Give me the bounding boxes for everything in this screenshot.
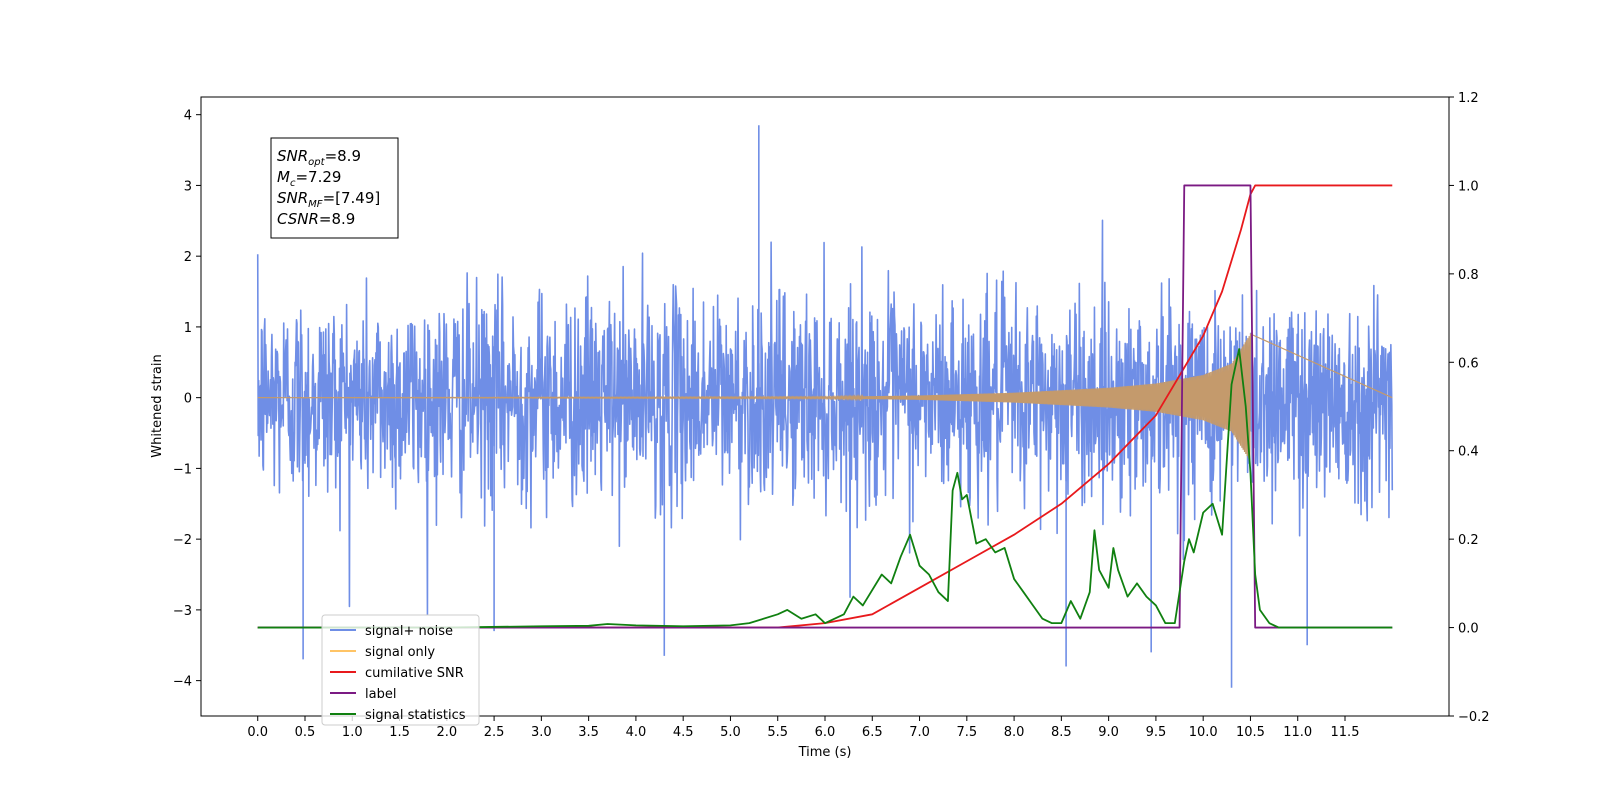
x-tick-label: 11.0	[1283, 725, 1312, 740]
series-signal-only	[257, 333, 1393, 461]
y-tick-label-left: −3	[173, 604, 192, 619]
series-signal-statistics	[257, 348, 1393, 629]
annotation-line: SNRMF=[7.49]	[277, 189, 380, 210]
x-tick-label: 5.5	[767, 725, 788, 740]
y-tick-label-left: −2	[173, 533, 192, 548]
x-tick-label: 1.5	[389, 725, 410, 740]
axis-ticks: 0.0 0.5 1.0 1.5 2.0 2.5 3.0 3.5 4.0 4.5 5.0 5.5 6.0 6…	[173, 91, 1490, 740]
x-tick-label: 10.0	[1189, 725, 1218, 740]
y-tick-label-left: 4	[184, 109, 192, 124]
y-tick-label-right: −0.2	[1458, 710, 1490, 725]
x-tick-label: 6.0	[815, 725, 836, 740]
x-tick-label: 7.5	[956, 725, 977, 740]
legend-label: signal statistics	[365, 708, 466, 723]
y-axis-label-left: Whitened strain	[150, 354, 165, 457]
y-tick-label-right: 0.8	[1458, 268, 1479, 283]
x-tick-label: 2.0	[436, 725, 457, 740]
y-tick-label-left: 3	[184, 179, 192, 194]
y-tick-label-right: 0.2	[1458, 533, 1479, 548]
x-axis-label: Time (s)	[798, 745, 852, 760]
x-tick-label: 6.5	[862, 725, 883, 740]
y-tick-label-right: 0.4	[1458, 445, 1479, 460]
y-tick-label-left: 1	[184, 321, 192, 336]
series-cumulative-snr	[257, 184, 1393, 629]
x-tick-label: 11.5	[1331, 725, 1360, 740]
y-tick-label-right: 1.2	[1458, 91, 1479, 106]
annotation-line: CSNR=8.9	[277, 210, 355, 228]
x-tick-label: 7.0	[909, 725, 930, 740]
y-tick-label-right: 0.6	[1458, 356, 1479, 371]
x-tick-label: 5.0	[720, 725, 741, 740]
annotation-box	[270, 137, 399, 239]
x-tick-label: 9.0	[1098, 725, 1119, 740]
y-tick-label-left: 0	[184, 392, 192, 407]
y-tick-label-right: 0.0	[1458, 622, 1479, 637]
x-tick-label: 9.5	[1146, 725, 1167, 740]
series-signal-noise	[256, 219, 1394, 616]
x-tick-label: 8.5	[1051, 725, 1072, 740]
y-tick-label-left: −4	[173, 675, 192, 690]
legend-label: label	[365, 687, 396, 702]
x-tick-label: 3.5	[578, 725, 599, 740]
y-tick-label-left: 2	[184, 250, 192, 265]
legend-label: cumilative SNR	[365, 666, 464, 681]
annotation-line: SNRopt=8.9	[277, 147, 361, 168]
annotation-line: Mc=7.29	[277, 168, 341, 189]
x-tick-label: 0.0	[247, 725, 268, 740]
y-tick-label-left: −1	[173, 462, 192, 477]
legend-label: signal only	[365, 645, 435, 660]
x-tick-label: 10.5	[1236, 725, 1265, 740]
x-tick-label: 0.5	[295, 725, 316, 740]
y-tick-label-right: 1.0	[1458, 179, 1479, 194]
x-tick-label: 4.5	[673, 725, 694, 740]
legend: signal+ noise signal only cumilative SNR la…	[321, 614, 480, 726]
legend-label: signal+ noise	[365, 624, 453, 639]
x-tick-label: 3.0	[531, 725, 552, 740]
x-tick-label: 4.0	[626, 725, 647, 740]
x-tick-label: 8.0	[1004, 725, 1025, 740]
plot-area	[256, 125, 1394, 688]
x-tick-label: 2.5	[484, 725, 505, 740]
legend-box	[321, 614, 480, 726]
x-tick-label: 1.0	[342, 725, 363, 740]
